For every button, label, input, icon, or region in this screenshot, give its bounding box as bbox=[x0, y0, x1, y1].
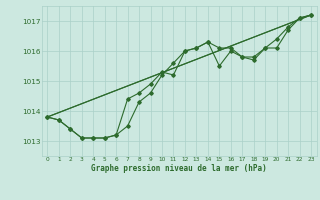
X-axis label: Graphe pression niveau de la mer (hPa): Graphe pression niveau de la mer (hPa) bbox=[91, 164, 267, 173]
